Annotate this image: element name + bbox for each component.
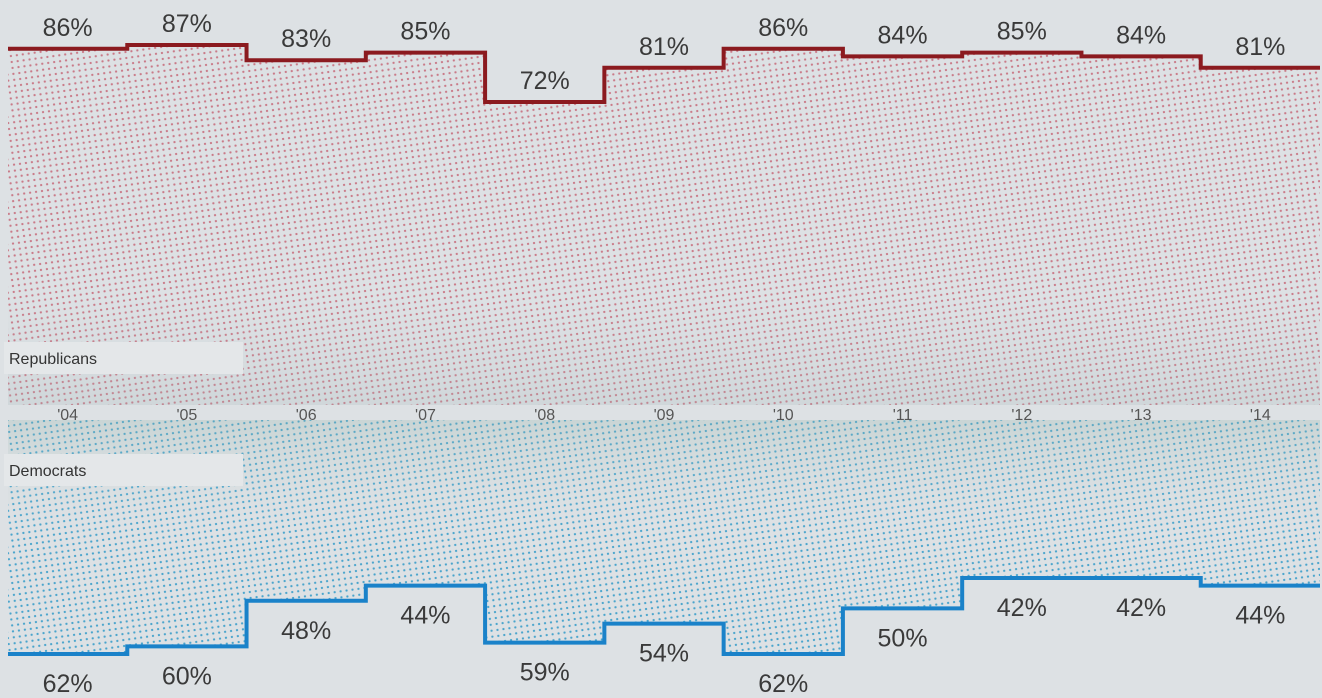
republicans-data-label: 87% (162, 10, 212, 38)
republicans-data-label: 72% (520, 67, 570, 95)
republicans-data-label: 83% (281, 25, 331, 53)
republicans-data-label: 85% (997, 18, 1047, 46)
series-lines (8, 43, 1320, 656)
democrats-data-label: 44% (1235, 602, 1285, 630)
republicans-data-label: 84% (878, 21, 928, 49)
republicans-data-label: 86% (43, 14, 93, 42)
x-tick-label: '13 (1131, 407, 1152, 424)
x-tick-label: '06 (296, 407, 317, 424)
x-tick-label: '08 (534, 407, 555, 424)
x-tick-label: '11 (893, 407, 913, 424)
x-tick-label: '12 (1011, 407, 1032, 424)
republicans-data-label: 85% (400, 18, 450, 46)
x-tick-labels: '04 '05 '06 '07 '08 '09 '10 '11 '12 '13 '14 (57, 407, 1271, 424)
democrats-data-label: 62% (43, 670, 93, 698)
democrats-data-label: 44% (400, 602, 450, 630)
republicans-data-label: 81% (639, 33, 689, 61)
series-legend: Republicans Democrats (4, 342, 243, 486)
democrats-area-shade (8, 420, 1320, 654)
legend-label: Republicans (9, 351, 97, 368)
democrats-data-label: 54% (639, 640, 689, 668)
x-tick-label: '09 (654, 407, 675, 424)
legend-entry: Republicans (4, 342, 243, 374)
democrats-data-label: 42% (997, 594, 1047, 622)
republicans-data-label: 81% (1235, 33, 1285, 61)
democrats-data-label: 42% (1116, 594, 1166, 622)
democrats-data-label: 50% (878, 624, 928, 652)
republicans-line (8, 43, 1320, 104)
democrats-data-label: 48% (281, 617, 331, 645)
legend-entry: Democrats (4, 454, 243, 486)
x-tick-label: '07 (415, 407, 436, 424)
legend-label-bg (4, 454, 243, 486)
legend-label: Democrats (9, 463, 86, 480)
data-labels: 86% 87% 83% 85% 72% 81% 86% 84% 85% 84% 81% 62% 60% 4… (43, 10, 1286, 698)
republicans-data-label: 84% (1116, 21, 1166, 49)
republicans-area-shade (8, 45, 1320, 405)
democrats-data-label: 59% (520, 659, 570, 687)
legend-label-bg (4, 342, 243, 374)
democrats-data-label: 60% (162, 662, 212, 690)
x-tick-label: '14 (1250, 407, 1271, 424)
x-tick-label: '10 (773, 407, 794, 424)
republicans-data-label: 86% (758, 14, 808, 42)
x-tick-label: '05 (176, 407, 197, 424)
x-tick-label: '04 (57, 407, 78, 424)
democrats-line (8, 576, 1320, 656)
democrats-data-label: 62% (758, 670, 808, 698)
series-fills (8, 45, 1320, 654)
